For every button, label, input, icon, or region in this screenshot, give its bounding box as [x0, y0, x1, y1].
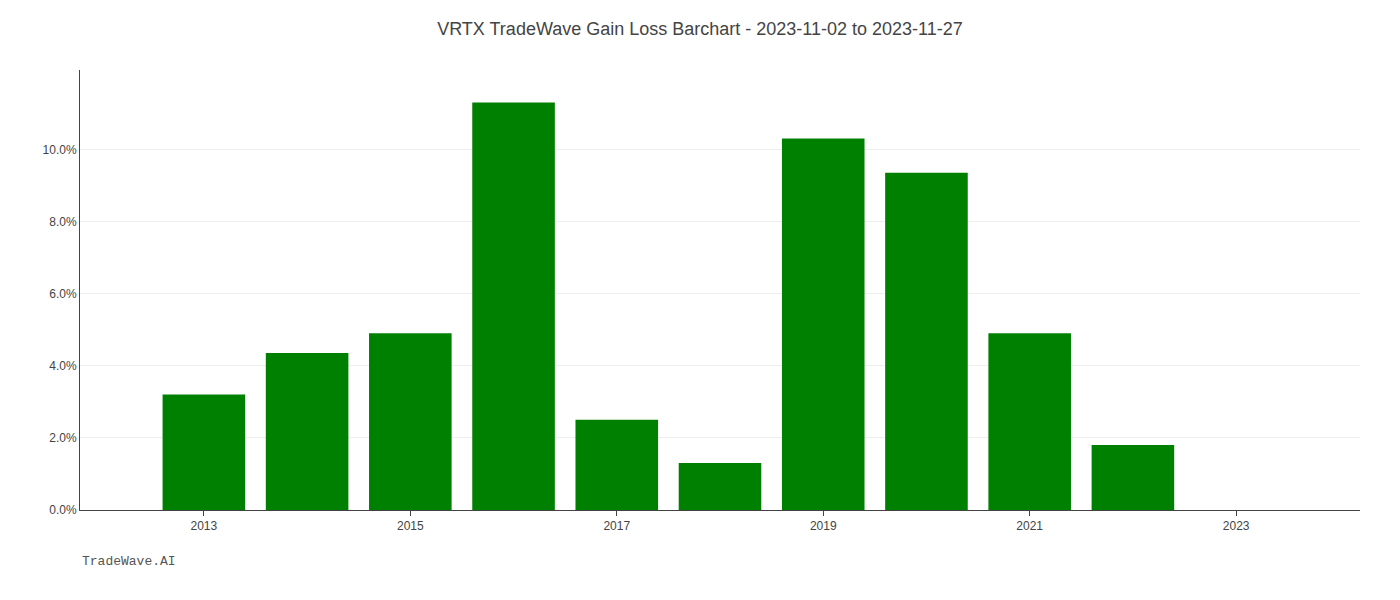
svg-text:8.0%: 8.0%	[49, 215, 77, 229]
svg-text:4.0%: 4.0%	[49, 359, 77, 373]
svg-text:TradeWave.AI: TradeWave.AI	[82, 554, 176, 569]
svg-text:VRTX TradeWave Gain Loss Barch: VRTX TradeWave Gain Loss Barchart - 2023…	[437, 19, 963, 39]
svg-text:2019: 2019	[810, 519, 837, 533]
svg-text:6.0%: 6.0%	[49, 287, 77, 301]
svg-text:0.0%: 0.0%	[49, 503, 77, 517]
svg-text:2013: 2013	[191, 519, 218, 533]
svg-text:2017: 2017	[603, 519, 630, 533]
svg-text:2.0%: 2.0%	[49, 431, 77, 445]
svg-text:10.0%: 10.0%	[43, 143, 77, 157]
svg-text:2015: 2015	[397, 519, 424, 533]
svg-text:2021: 2021	[1016, 519, 1043, 533]
svg-text:2023: 2023	[1223, 519, 1250, 533]
